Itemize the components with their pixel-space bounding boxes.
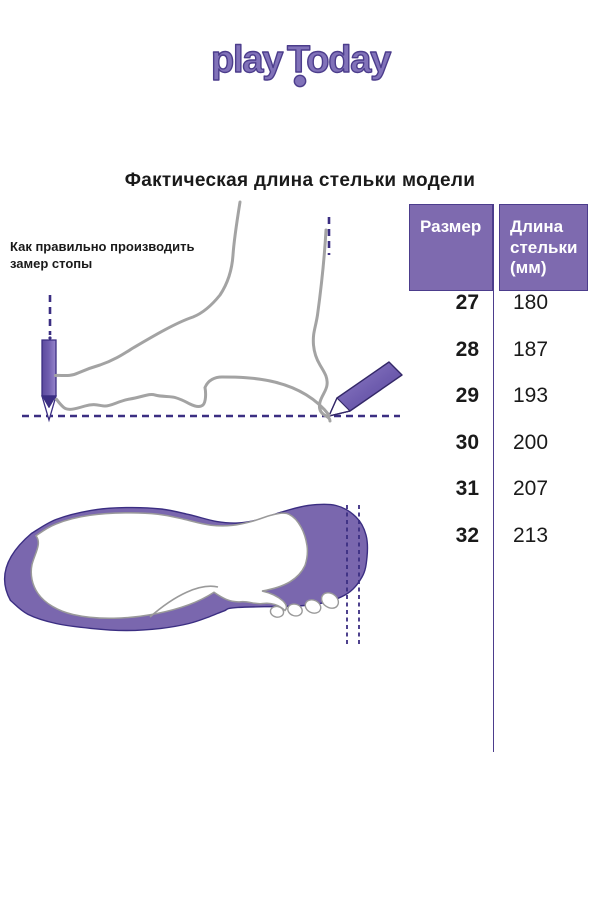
svg-text:Today: Today [287, 39, 391, 81]
svg-text:play: play [211, 39, 283, 81]
